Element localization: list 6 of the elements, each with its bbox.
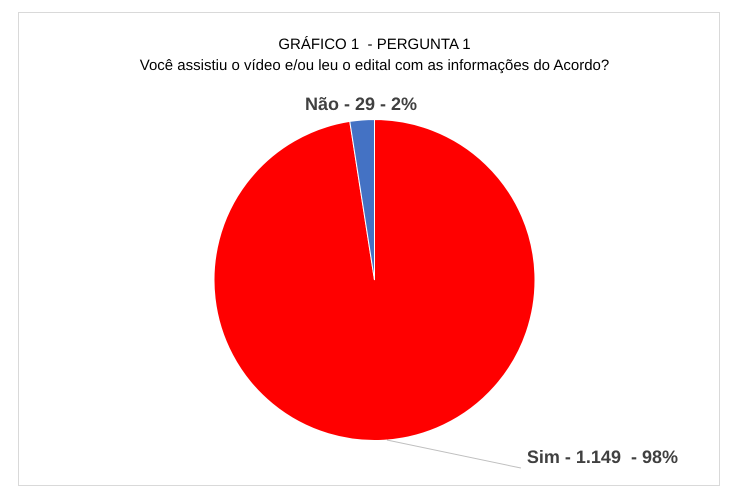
data-label: 29 - 2% <box>355 94 418 114</box>
data-label: 1.149 - 98% <box>576 446 678 467</box>
chart-subtitle: Você assistiu o vídeo e/ou leu o edital com as informações do Acordo? <box>140 57 610 74</box>
chart-title: GRÁFICO 1 - PERGUNTA 1 <box>278 35 471 54</box>
slice-label: Sim - <box>526 446 571 467</box>
slice-label: Não - <box>305 94 350 114</box>
